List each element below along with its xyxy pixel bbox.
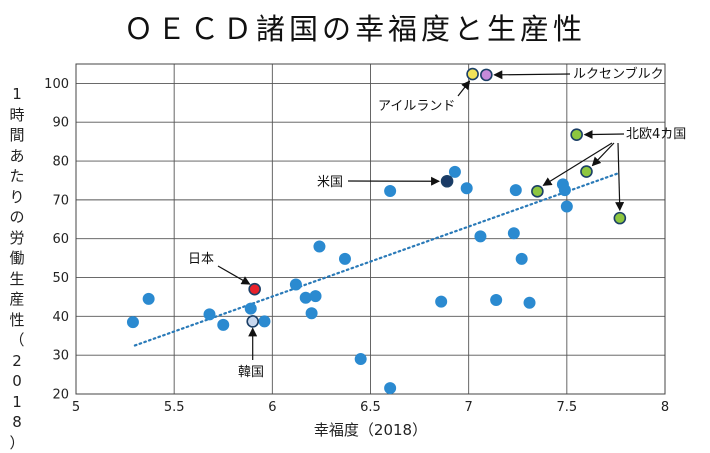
grid <box>76 64 665 394</box>
y-tick-label: 60 <box>52 232 69 247</box>
data-point <box>436 296 447 307</box>
data-points <box>127 69 625 394</box>
y-tick-label: 80 <box>52 155 69 170</box>
x-tick-label: 8 <box>661 400 669 415</box>
data-point <box>385 185 396 196</box>
x-axis-label: 幸福度（2018） <box>314 421 427 439</box>
data-point <box>516 253 527 264</box>
x-tick-label: 5 <box>72 400 80 415</box>
data-point <box>339 253 350 264</box>
highlighted-point <box>571 129 582 140</box>
annotation-arrow <box>585 134 624 135</box>
annotation-arrow <box>592 143 614 166</box>
highlighted-point <box>481 69 492 80</box>
label-nordic: 北欧4カ国 <box>626 127 686 142</box>
highlighted-point <box>249 284 260 295</box>
highlighted-point <box>532 186 543 197</box>
x-tick-label: 6.5 <box>360 400 381 415</box>
data-point <box>300 292 311 303</box>
highlighted-point <box>614 213 625 224</box>
highlighted-point <box>581 166 592 177</box>
label-ireland: アイルランド <box>378 99 455 114</box>
highlighted-point <box>247 316 258 327</box>
y-tick-label: 70 <box>52 193 69 208</box>
data-point <box>355 354 366 365</box>
y-tick-label: 40 <box>52 310 69 325</box>
data-point <box>508 228 519 239</box>
x-tick-label: 6 <box>268 400 276 415</box>
label-usa: 米国 <box>317 175 343 190</box>
data-point <box>204 309 215 320</box>
y-tick-label: 90 <box>52 116 69 131</box>
data-point <box>385 383 396 394</box>
data-point <box>449 166 460 177</box>
data-point <box>561 201 572 212</box>
y-tick-label: 30 <box>52 349 69 364</box>
label-korea: 韓国 <box>238 365 264 380</box>
data-point <box>475 231 486 242</box>
data-point <box>306 308 317 319</box>
data-point <box>510 185 521 196</box>
x-tick-label: 5.5 <box>164 400 185 415</box>
data-point <box>310 291 321 302</box>
x-tick-label: 7.5 <box>556 400 577 415</box>
data-point <box>559 185 570 196</box>
data-point <box>143 293 154 304</box>
y-tick-label: 50 <box>52 271 69 286</box>
data-point <box>245 303 256 314</box>
label-luxembourg: ルクセンブルク <box>573 66 664 82</box>
data-point <box>218 319 229 330</box>
y-tick-label: 20 <box>52 388 69 403</box>
annotation-arrow <box>494 74 570 75</box>
data-point <box>491 295 502 306</box>
data-point <box>314 241 325 252</box>
label-japan: 日本 <box>188 252 214 267</box>
highlighted-point <box>467 69 478 80</box>
data-point <box>127 317 138 328</box>
data-point <box>290 279 301 290</box>
y-tick-label: 100 <box>44 77 69 92</box>
data-point <box>524 297 535 308</box>
data-point <box>259 316 270 327</box>
annotation-arrow <box>218 266 250 284</box>
highlighted-point <box>442 176 453 187</box>
data-point <box>461 183 472 194</box>
x-tick-label: 7 <box>465 400 473 415</box>
